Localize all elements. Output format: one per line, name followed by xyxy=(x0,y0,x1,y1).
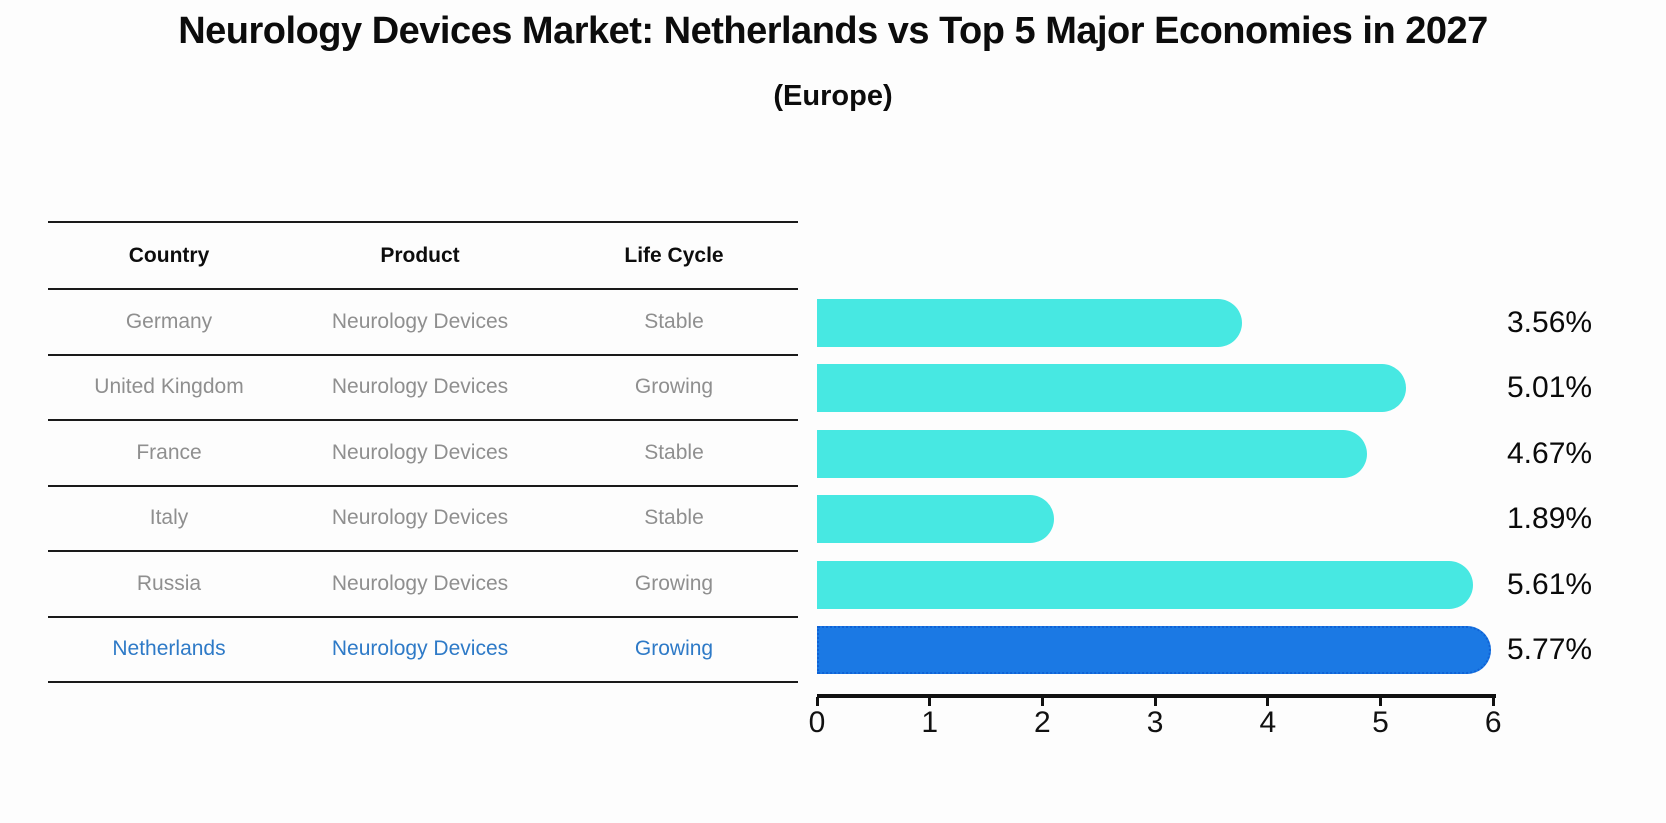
table-row: Germany Neurology Devices Stable xyxy=(48,290,798,356)
cell-product: Neurology Devices xyxy=(331,571,509,595)
bar xyxy=(817,560,1474,609)
bar xyxy=(817,364,1406,413)
value-label: 5.61% xyxy=(1507,567,1593,601)
country-table: Country Product Life Cycle Germany Neurol… xyxy=(48,221,798,683)
table-header-row: Country Product Life Cycle xyxy=(48,223,798,290)
x-tick xyxy=(1491,697,1495,706)
cell-product: Neurology Devices xyxy=(331,637,509,661)
table-row: Italy Neurology Devices Stable xyxy=(48,487,798,552)
cell-country: Germany xyxy=(125,309,213,333)
table-row: Netherlands Neurology Devices Growing xyxy=(48,618,798,683)
cell-country: Italy xyxy=(149,506,189,530)
x-tick xyxy=(815,697,819,706)
table-body: Germany Neurology Devices Stable United Kin… xyxy=(48,290,798,683)
bar xyxy=(817,429,1368,478)
value-label: 4.67% xyxy=(1507,436,1593,470)
cell-country: Russia xyxy=(136,571,202,595)
x-tick-label: 6 xyxy=(1484,706,1502,739)
cell-product: Neurology Devices xyxy=(331,309,509,333)
cell-life-cycle: Growing xyxy=(634,637,714,661)
chart-title: Neurology Devices Market: Netherlands vs… xyxy=(178,10,1488,52)
value-label: 5.77% xyxy=(1507,633,1593,667)
value-label: 5.01% xyxy=(1507,371,1593,405)
cell-country: United Kingdom xyxy=(94,375,244,399)
column-header-life-cycle: Life Cycle xyxy=(624,243,724,267)
table-row: Russia Neurology Devices Growing xyxy=(48,552,798,618)
cell-life-cycle: Stable xyxy=(644,506,704,530)
x-tick xyxy=(1379,697,1382,706)
cell-life-cycle: Stable xyxy=(644,309,704,333)
x-axis xyxy=(817,694,1496,698)
x-tick-label: 4 xyxy=(1259,706,1277,739)
x-tick xyxy=(1266,697,1270,706)
x-tick xyxy=(1153,697,1157,706)
table-row: United Kingdom Neurology Devices Growing xyxy=(48,356,798,421)
chart-subtitle: (Europe) xyxy=(773,80,893,112)
x-tick-label: 1 xyxy=(921,706,939,739)
x-tick-label: 3 xyxy=(1146,706,1164,739)
cell-product: Neurology Devices xyxy=(331,440,509,464)
bar xyxy=(817,298,1243,347)
cell-product: Neurology Devices xyxy=(331,506,509,530)
column-header-product: Product xyxy=(380,243,460,267)
bar-highlighted xyxy=(817,626,1492,675)
x-tick-label: 2 xyxy=(1034,706,1051,739)
cell-product: Neurology Devices xyxy=(331,375,509,399)
x-tick-label: 5 xyxy=(1372,706,1389,739)
cell-country: Netherlands xyxy=(112,637,226,661)
cell-life-cycle: Growing xyxy=(634,375,714,399)
table-row: France Neurology Devices Stable xyxy=(48,421,798,487)
value-label: 3.56% xyxy=(1507,305,1593,339)
value-label: 1.89% xyxy=(1507,502,1593,536)
x-tick xyxy=(1040,697,1044,706)
cell-life-cycle: Growing xyxy=(634,571,714,595)
cell-life-cycle: Stable xyxy=(644,440,704,464)
x-tick-label: 0 xyxy=(808,706,826,739)
bar xyxy=(817,495,1054,544)
cell-country: France xyxy=(136,440,202,464)
x-tick xyxy=(928,697,932,706)
column-header-country: Country xyxy=(128,243,210,267)
